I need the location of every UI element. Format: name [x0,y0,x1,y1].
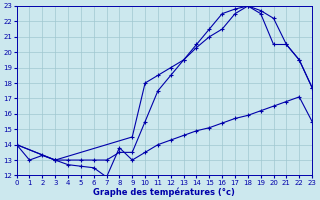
X-axis label: Graphe des températures (°c): Graphe des températures (°c) [93,187,235,197]
